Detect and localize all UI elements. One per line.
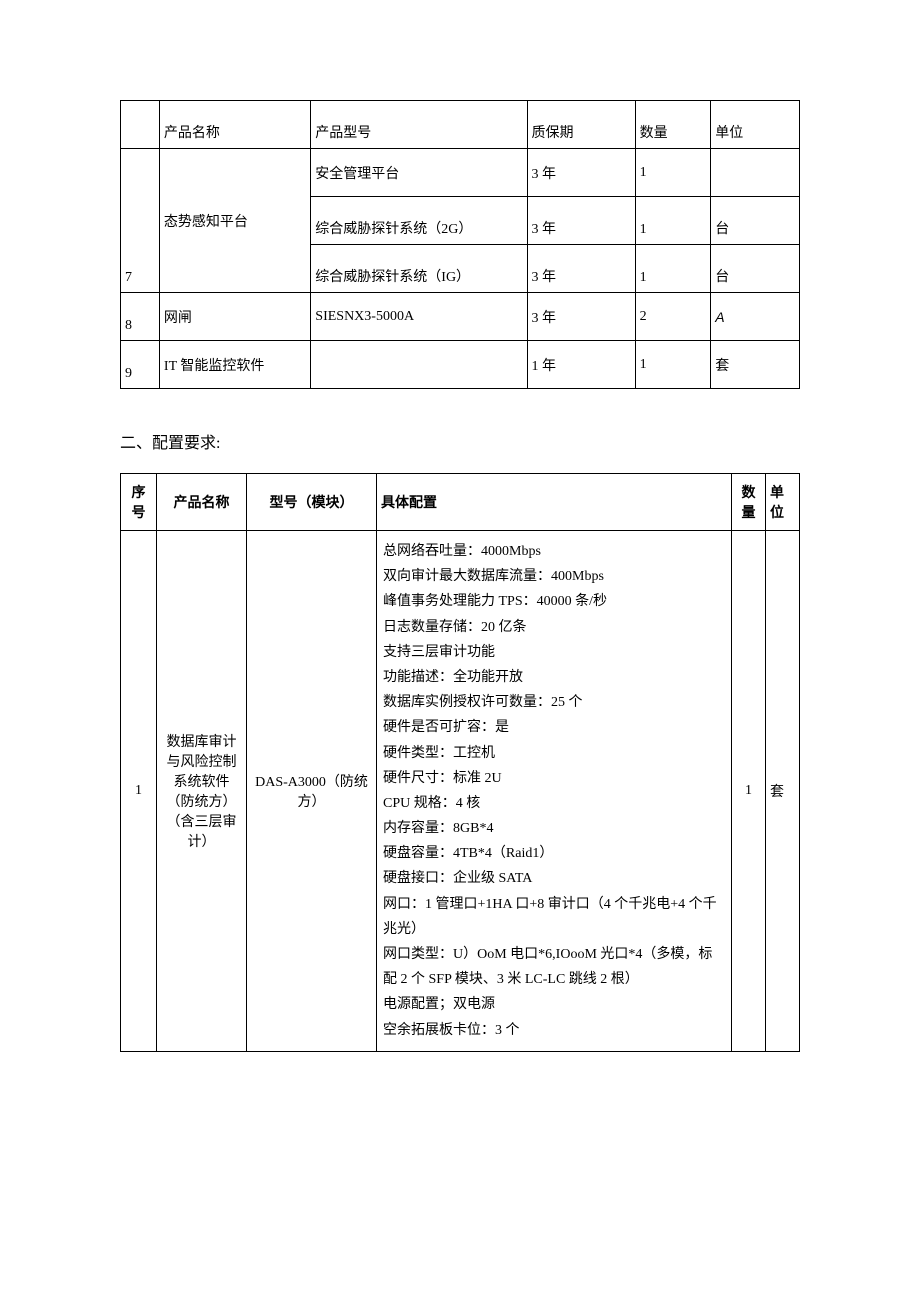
cell-warranty: 1 年 [527,341,635,389]
cell-model [311,341,527,389]
cell-unit: A [711,293,800,341]
cell-unit: 台 [711,245,800,293]
table-header-row: 产品名称 产品型号 质保期 数量 单位 [121,101,800,149]
cell-seq: 7 [121,149,160,293]
cell-unit: 台 [711,197,800,245]
cell-qty: 1 [732,531,766,1052]
cell-warranty: 3 年 [527,293,635,341]
cell-model: 综合威胁探针系统（2G） [311,197,527,245]
header-warranty: 质保期 [527,101,635,149]
product-table: 产品名称 产品型号 质保期 数量 单位 7 态势感知平台 安全管理平台 3 年 … [120,100,800,389]
header-seq: 序号 [121,474,157,531]
cell-qty: 1 [635,245,711,293]
cell-qty: 1 [635,197,711,245]
cell-qty: 1 [635,341,711,389]
section-title: 二、配置要求: [120,429,800,453]
cell-unit: 套 [711,341,800,389]
cell-spec: 总网络吞吐量：4000Mbps双向审计最大数据库流量：400Mbps峰值事务处理… [377,531,732,1052]
header-name: 产品名称 [157,474,247,531]
header-model: 型号（模块） [247,474,377,531]
header-qty: 数量 [732,474,766,531]
cell-seq: 1 [121,531,157,1052]
table-row: 8 网闸 SIESNX3-5000A 3 年 2 A [121,293,800,341]
header-spec: 具体配置 [377,474,732,531]
cell-model: SIESNX3-5000A [311,293,527,341]
cell-qty: 1 [635,149,711,197]
cell-model: DAS-A3000（防统方） [247,531,377,1052]
table-row: 7 态势感知平台 安全管理平台 3 年 1 [121,149,800,197]
header-name: 产品名称 [159,101,310,149]
header-unit: 单位 [711,101,800,149]
cell-unit: 套 [766,531,800,1052]
cell-name: IT 智能监控软件 [159,341,310,389]
cell-warranty: 3 年 [527,149,635,197]
config-table: 序号 产品名称 型号（模块） 具体配置 数量 单位 1 数据库审计与风险控制系统… [120,473,800,1052]
header-qty: 数量 [635,101,711,149]
table-row: 9 IT 智能监控软件 1 年 1 套 [121,341,800,389]
cell-name: 态势感知平台 [159,149,310,293]
cell-unit [711,149,800,197]
table-row: 1 数据库审计与风险控制系统软件（防统方）（含三层审计） DAS-A3000（防… [121,531,800,1052]
cell-name: 数据库审计与风险控制系统软件（防统方）（含三层审计） [157,531,247,1052]
header-model: 产品型号 [311,101,527,149]
cell-warranty: 3 年 [527,197,635,245]
cell-name: 网闸 [159,293,310,341]
cell-seq: 8 [121,293,160,341]
cell-qty: 2 [635,293,711,341]
cell-model: 安全管理平台 [311,149,527,197]
cell-model: 综合威胁探针系统（IG） [311,245,527,293]
cell-seq: 9 [121,341,160,389]
header-unit: 单位 [766,474,800,531]
cell-warranty: 3 年 [527,245,635,293]
header-seq [121,101,160,149]
table-header-row: 序号 产品名称 型号（模块） 具体配置 数量 单位 [121,474,800,531]
